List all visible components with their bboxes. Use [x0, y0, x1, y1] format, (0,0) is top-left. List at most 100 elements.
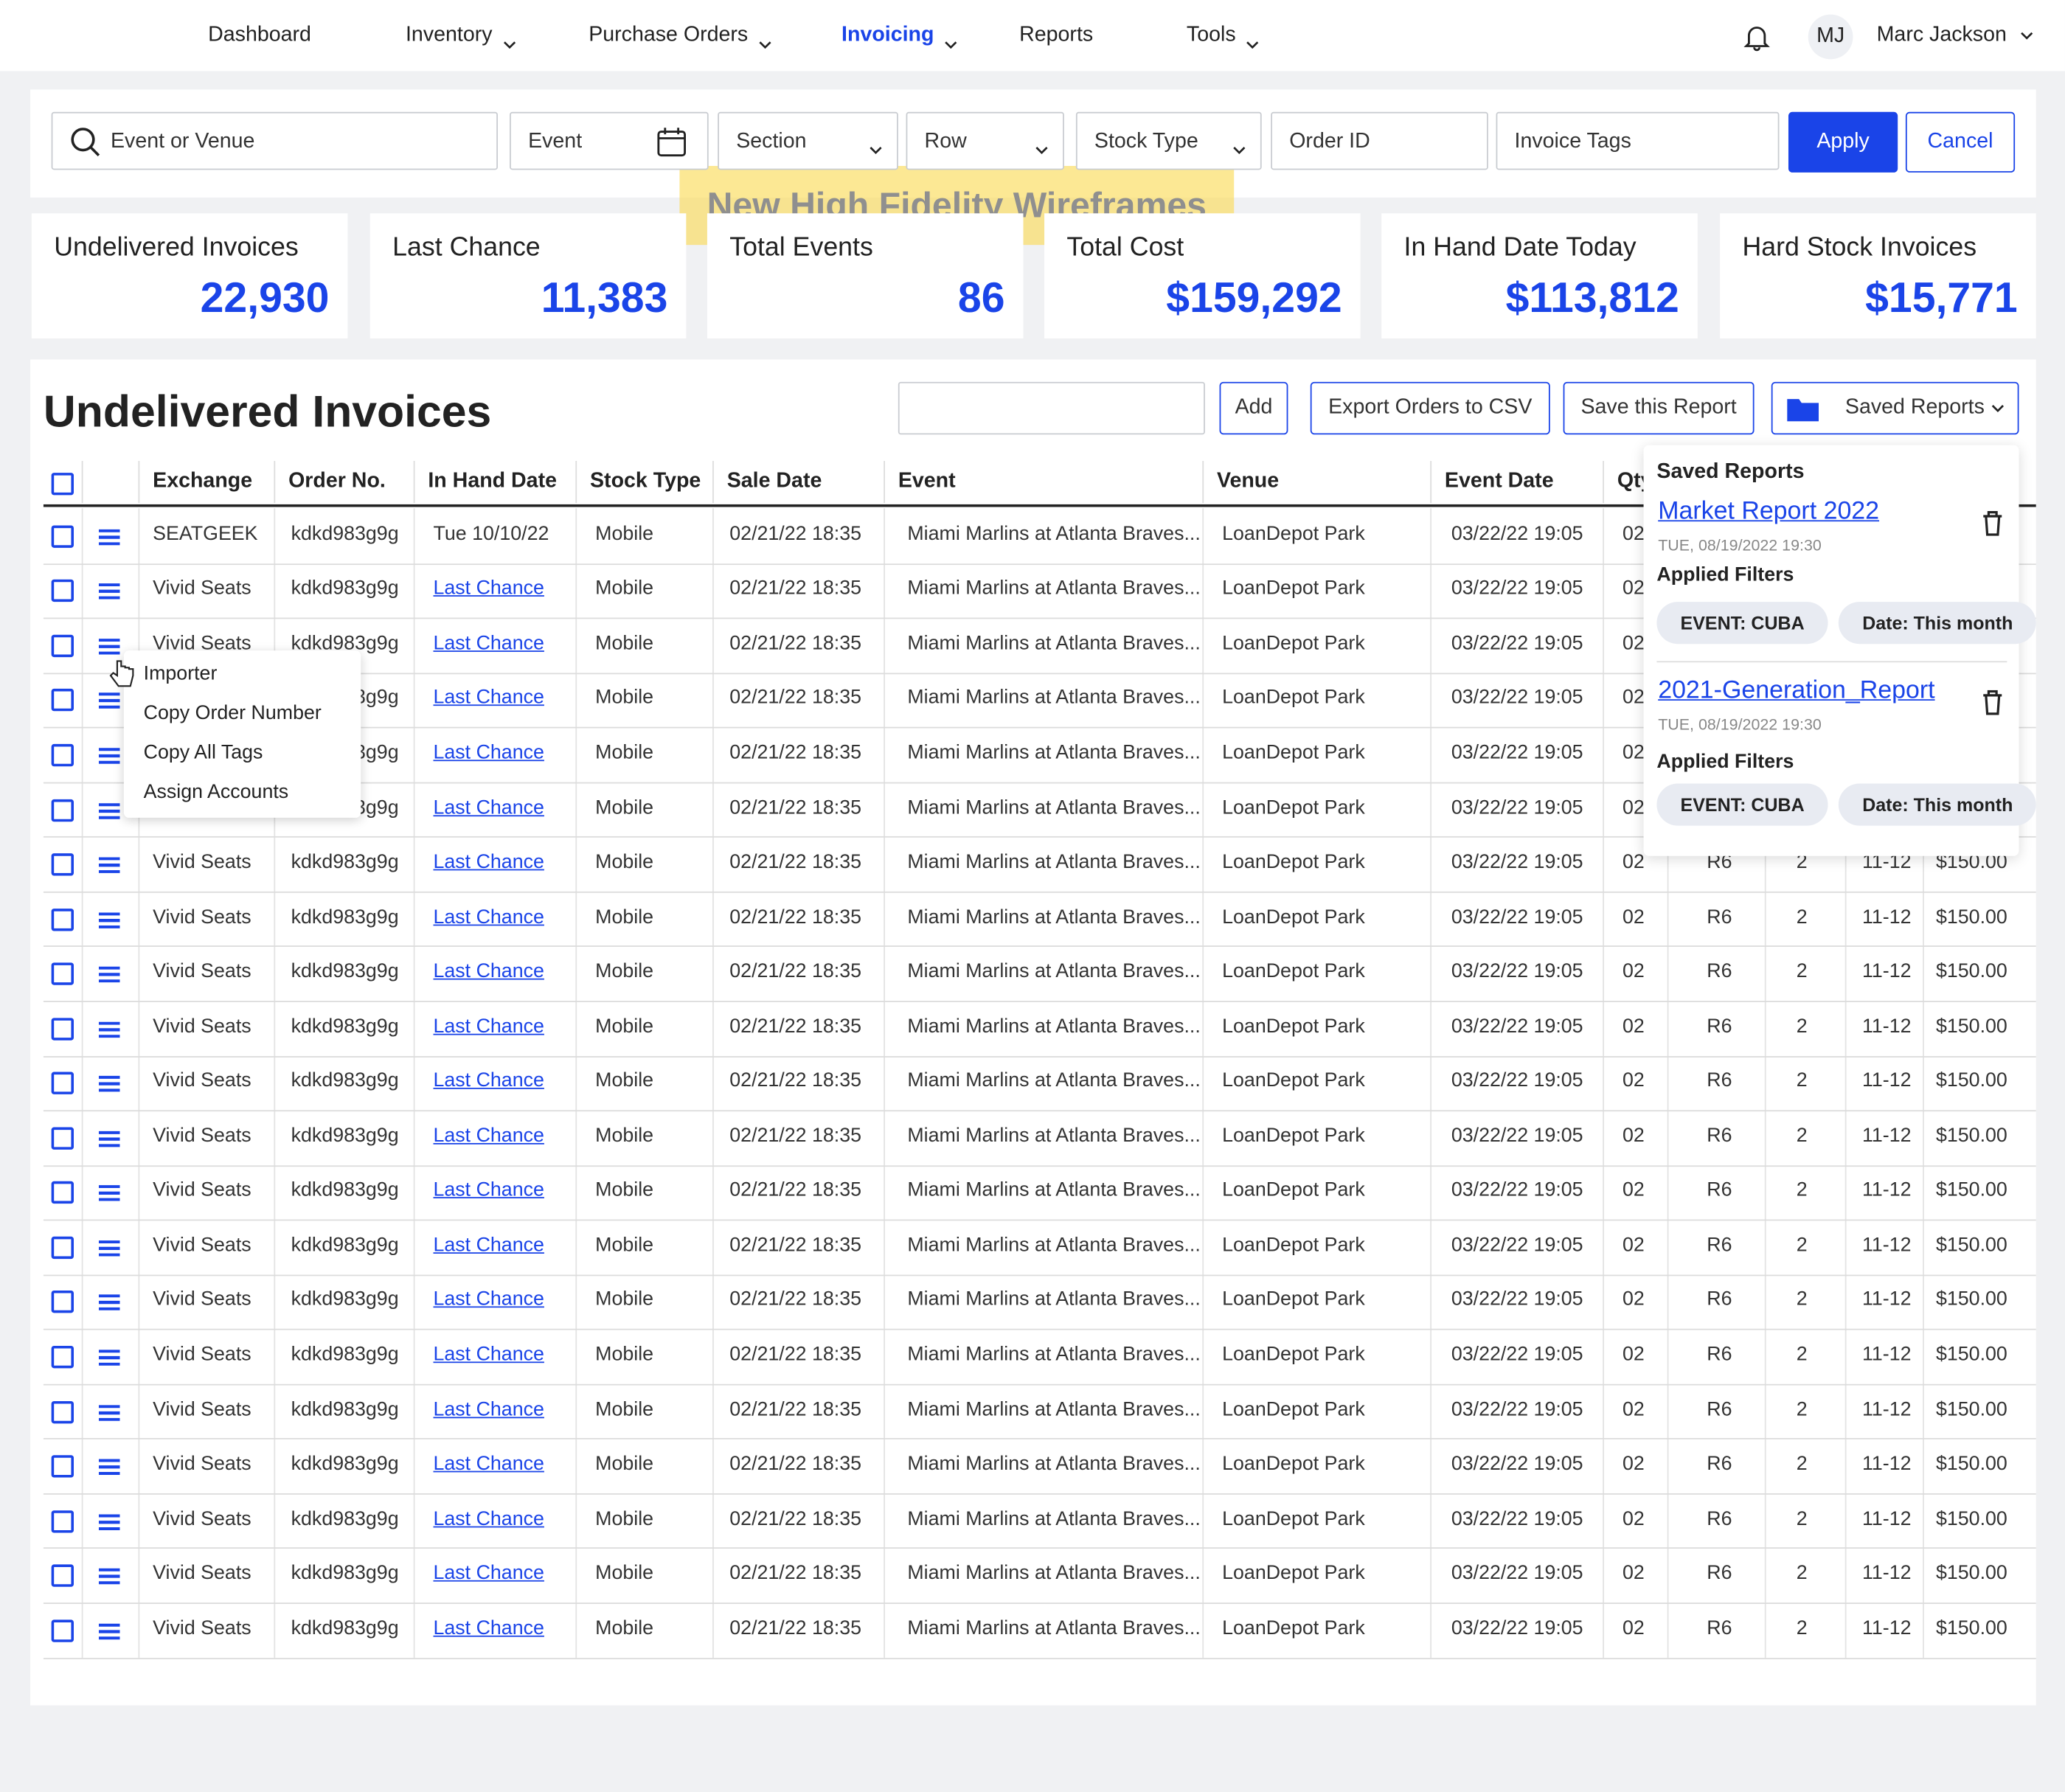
- row-menu-icon[interactable]: [98, 692, 120, 709]
- bell-icon[interactable]: [1743, 22, 1770, 52]
- search-input[interactable]: Event or Venue: [51, 111, 498, 170]
- nav-item[interactable]: Purchase Orders: [589, 24, 749, 46]
- row-menu-icon[interactable]: [98, 1239, 120, 1257]
- checkbox[interactable]: [51, 1181, 74, 1204]
- nav-item[interactable]: Reports: [1019, 24, 1094, 46]
- table-cell: Miami Marlins at Atlanta Braves...: [907, 741, 1201, 764]
- cell-link[interactable]: Last Chance: [433, 850, 544, 874]
- cell-link[interactable]: Last Chance: [433, 796, 544, 819]
- checkbox[interactable]: [51, 580, 74, 602]
- cell-link[interactable]: Last Chance: [433, 1397, 544, 1420]
- cell-link[interactable]: Last Chance: [433, 687, 544, 709]
- row-menu-icon[interactable]: [98, 637, 120, 655]
- menu-item[interactable]: Copy Order Number: [143, 701, 322, 725]
- nav-item[interactable]: Invoicing: [841, 24, 934, 46]
- menu-item[interactable]: Importer: [143, 662, 218, 685]
- cell-link[interactable]: Last Chance: [433, 960, 544, 983]
- checkbox[interactable]: [51, 1127, 74, 1150]
- cancel-button[interactable]: Cancel: [1905, 111, 2016, 173]
- row-menu-icon[interactable]: [98, 802, 120, 819]
- avatar[interactable]: MJ: [1808, 14, 1853, 60]
- nav-item[interactable]: Tools: [1186, 24, 1236, 46]
- filter-chip[interactable]: EVENT: CUBA: [1656, 602, 1828, 645]
- checkbox[interactable]: [51, 1619, 74, 1642]
- checkbox[interactable]: [51, 743, 74, 767]
- cell-link[interactable]: Last Chance: [433, 905, 544, 928]
- checkbox[interactable]: [51, 908, 74, 931]
- report-name[interactable]: Market Report 2022: [1658, 497, 1880, 526]
- row-menu-icon[interactable]: [98, 1622, 120, 1640]
- checkbox[interactable]: [51, 962, 74, 986]
- checkbox[interactable]: [51, 634, 74, 657]
- checkbox[interactable]: [51, 473, 74, 496]
- cell-link[interactable]: Last Chance: [433, 577, 544, 600]
- cell-link[interactable]: Last Chance: [433, 1616, 544, 1639]
- row-menu-icon[interactable]: [98, 911, 120, 928]
- filter-input[interactable]: Section: [718, 111, 898, 170]
- row-menu-icon[interactable]: [98, 746, 120, 765]
- delete-icon[interactable]: [1982, 511, 2003, 536]
- row-menu-icon[interactable]: [98, 1020, 120, 1038]
- menu-item[interactable]: Assign Accounts: [143, 780, 289, 804]
- cell-link[interactable]: Last Chance: [433, 1178, 544, 1202]
- save-report-button[interactable]: Save this Report: [1563, 381, 1755, 435]
- add-button[interactable]: Add: [1219, 381, 1288, 435]
- checkbox[interactable]: [51, 689, 74, 712]
- row-menu-icon[interactable]: [98, 1349, 120, 1366]
- checkbox[interactable]: [51, 1072, 74, 1095]
- checkbox[interactable]: [51, 1346, 74, 1369]
- cell-link[interactable]: Last Chance: [433, 1288, 544, 1311]
- row-menu-icon[interactable]: [98, 1184, 120, 1202]
- saved-reports-button[interactable]: Saved Reports: [1771, 381, 2019, 435]
- row-menu-icon[interactable]: [98, 1403, 120, 1421]
- cell-link[interactable]: Last Chance: [433, 631, 544, 655]
- row-menu-icon[interactable]: [98, 1567, 120, 1585]
- cell-link[interactable]: Last Chance: [433, 1562, 544, 1585]
- user-name[interactable]: Marc Jackson: [1876, 24, 2007, 46]
- row-menu-icon[interactable]: [98, 1075, 120, 1093]
- filter-input[interactable]: Stock Type: [1075, 111, 1262, 170]
- row-menu-icon[interactable]: [98, 965, 120, 983]
- cell-link[interactable]: Last Chance: [433, 1452, 544, 1476]
- filter-input[interactable]: Order ID: [1271, 111, 1488, 170]
- filter-input[interactable]: Invoice Tags: [1496, 111, 1780, 170]
- cell-link[interactable]: Last Chance: [433, 1343, 544, 1366]
- nav-item[interactable]: Dashboard: [208, 24, 311, 46]
- filter-chip[interactable]: Date: This month: [1839, 783, 2037, 826]
- cell-link[interactable]: Last Chance: [433, 741, 544, 764]
- checkbox[interactable]: [51, 1236, 74, 1259]
- report-name-input[interactable]: [898, 381, 1205, 435]
- cell-link[interactable]: Last Chance: [433, 1069, 544, 1092]
- row-menu-icon[interactable]: [98, 1130, 120, 1147]
- checkbox[interactable]: [51, 799, 74, 822]
- cell-link[interactable]: Last Chance: [433, 1234, 544, 1257]
- nav-item[interactable]: Inventory: [405, 24, 493, 46]
- row-menu-icon[interactable]: [98, 1458, 120, 1476]
- checkbox[interactable]: [51, 1564, 74, 1588]
- checkbox[interactable]: [51, 1017, 74, 1041]
- filter-chip[interactable]: EVENT: CUBA: [1656, 783, 1828, 826]
- table-cell: Mobile: [595, 522, 654, 545]
- checkbox[interactable]: [51, 1400, 74, 1423]
- report-name[interactable]: 2021-Generation_Report: [1658, 676, 1935, 705]
- export-button[interactable]: Export Orders to CSV: [1310, 381, 1550, 435]
- cell-link[interactable]: Last Chance: [433, 1015, 544, 1038]
- cell-link[interactable]: Last Chance: [433, 1507, 544, 1530]
- checkbox[interactable]: [51, 1291, 74, 1314]
- row-menu-icon[interactable]: [98, 528, 120, 546]
- row-menu-icon[interactable]: [98, 856, 120, 874]
- row-menu-icon[interactable]: [98, 1293, 120, 1311]
- row-menu-icon[interactable]: [98, 1513, 120, 1530]
- cell-link[interactable]: Last Chance: [433, 1124, 544, 1147]
- row-menu-icon[interactable]: [98, 583, 120, 600]
- apply-button[interactable]: Apply: [1788, 111, 1898, 173]
- filter-input[interactable]: Row: [906, 111, 1064, 170]
- checkbox[interactable]: [51, 1455, 74, 1478]
- checkbox[interactable]: [51, 1510, 74, 1532]
- filter-input[interactable]: Event: [510, 111, 709, 170]
- checkbox[interactable]: [51, 525, 74, 548]
- filter-chip[interactable]: Date: This month: [1839, 602, 2037, 645]
- checkbox[interactable]: [51, 853, 74, 876]
- menu-item[interactable]: Copy All Tags: [143, 741, 263, 764]
- delete-icon[interactable]: [1982, 690, 2003, 715]
